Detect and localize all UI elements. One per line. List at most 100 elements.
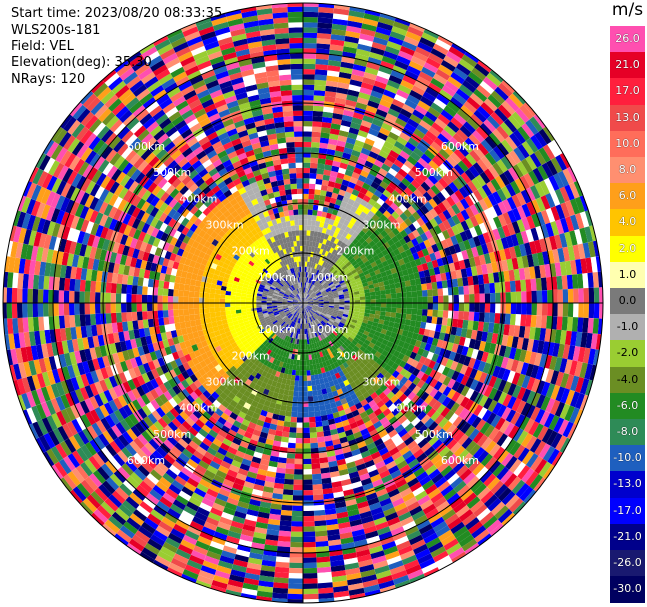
- velocity-gate: [334, 501, 347, 509]
- velocity-gate: [369, 287, 375, 293]
- velocity-gate: [355, 266, 362, 272]
- velocity-gate: [94, 346, 103, 359]
- velocity-gate: [495, 355, 504, 368]
- velocity-gate: [268, 269, 274, 276]
- velocity-gate: [381, 201, 390, 211]
- velocity-gate: [291, 230, 296, 237]
- velocity-gate: [374, 460, 386, 470]
- velocity-gate: [230, 240, 238, 248]
- velocity-gate: [242, 269, 249, 275]
- velocity-gate: [233, 362, 241, 370]
- velocity-gate: [312, 306, 318, 309]
- velocity-gate: [313, 287, 318, 292]
- velocity-gate: [488, 375, 498, 388]
- velocity-gate: [442, 450, 454, 462]
- velocity-gate: [89, 291, 96, 303]
- velocity-gate: [261, 370, 268, 378]
- velocity-gate: [422, 191, 433, 202]
- velocity-gate: [296, 288, 300, 294]
- velocity-gate: [424, 366, 433, 376]
- velocity-gate: [300, 292, 302, 298]
- velocity-gate: [217, 404, 227, 413]
- velocity-gate: [379, 127, 391, 137]
- velocity-gate: [414, 434, 425, 445]
- velocity-gate: [378, 244, 386, 253]
- velocity-gate: [314, 263, 318, 270]
- velocity-gate: [207, 327, 214, 334]
- velocity-gate: [282, 300, 288, 303]
- velocity-gate: [288, 263, 292, 270]
- velocity-gate: [271, 298, 278, 301]
- velocity-gate: [231, 247, 239, 255]
- velocity-gate: [325, 277, 331, 283]
- velocity-gate: [293, 484, 303, 491]
- velocity-gate: [316, 318, 321, 324]
- velocity-gate: [163, 317, 170, 325]
- velocity-gate: [292, 299, 299, 302]
- velocity-gate: [247, 154, 257, 163]
- velocity-gate: [252, 221, 259, 229]
- velocity-gate: [349, 381, 357, 389]
- velocity-gate: [168, 281, 175, 290]
- velocity-gate: [262, 339, 269, 346]
- velocity-gate: [305, 282, 308, 288]
- velocity-gate: [159, 393, 169, 404]
- velocity-gate: [421, 428, 432, 439]
- velocity-gate: [374, 286, 381, 292]
- velocity-gate: [385, 293, 392, 299]
- velocity-gate: [303, 136, 312, 143]
- velocity-gate: [351, 426, 361, 435]
- velocity-gate: [174, 167, 185, 178]
- velocity-gate: [308, 303, 314, 305]
- velocity-gate: [247, 224, 255, 232]
- velocity-gate: [189, 141, 202, 152]
- velocity-gate: [299, 282, 302, 288]
- velocity-gate: [117, 395, 128, 407]
- velocity-gate: [158, 383, 168, 394]
- velocity-gate: [282, 494, 293, 501]
- velocity-gate: [223, 408, 233, 417]
- velocity-gate: [402, 200, 412, 210]
- velocity-gate: [238, 495, 251, 504]
- velocity-gate: [197, 221, 206, 230]
- velocity-gate: [348, 274, 354, 280]
- velocity-gate: [167, 338, 175, 347]
- velocity-gate: [379, 361, 388, 369]
- velocity-gate: [491, 261, 499, 273]
- velocity-gate: [446, 438, 458, 451]
- velocity-gate: [251, 198, 259, 206]
- velocity-gate: [226, 318, 233, 324]
- velocity-gate: [399, 212, 409, 222]
- velocity-gate: [264, 233, 270, 240]
- velocity-gate: [360, 303, 366, 307]
- velocity-gate: [306, 312, 309, 318]
- velocity-gate: [317, 394, 324, 401]
- velocity-gate: [419, 475, 432, 487]
- velocity-gate: [382, 275, 389, 282]
- velocity-gate: [384, 253, 392, 261]
- velocity-gate: [175, 414, 186, 425]
- velocity-gate: [325, 370, 331, 378]
- velocity-gate: [463, 294, 470, 303]
- velocity-gate: [383, 210, 392, 219]
- velocity-gate: [334, 226, 341, 234]
- velocity-gate: [241, 162, 251, 170]
- velocity-gate: [335, 145, 345, 153]
- velocity-gate: [298, 375, 303, 381]
- velocity-gate: [283, 121, 294, 128]
- velocity-gate: [192, 146, 204, 156]
- velocity-gate: [283, 341, 289, 347]
- velocity-gate: [287, 369, 293, 375]
- velocity-gate: [137, 277, 144, 287]
- velocity-gate: [338, 409, 346, 417]
- velocity-gate: [298, 256, 301, 262]
- velocity-gate: [256, 300, 262, 303]
- velocity-gate: [306, 230, 311, 236]
- velocity-gate: [374, 247, 382, 255]
- velocity-gate: [239, 345, 247, 353]
- velocity-gate: [450, 235, 459, 246]
- velocity-gate: [137, 160, 149, 173]
- velocity-gate: [492, 228, 501, 241]
- velocity-gate: [296, 294, 300, 299]
- velocity-gate: [304, 277, 306, 283]
